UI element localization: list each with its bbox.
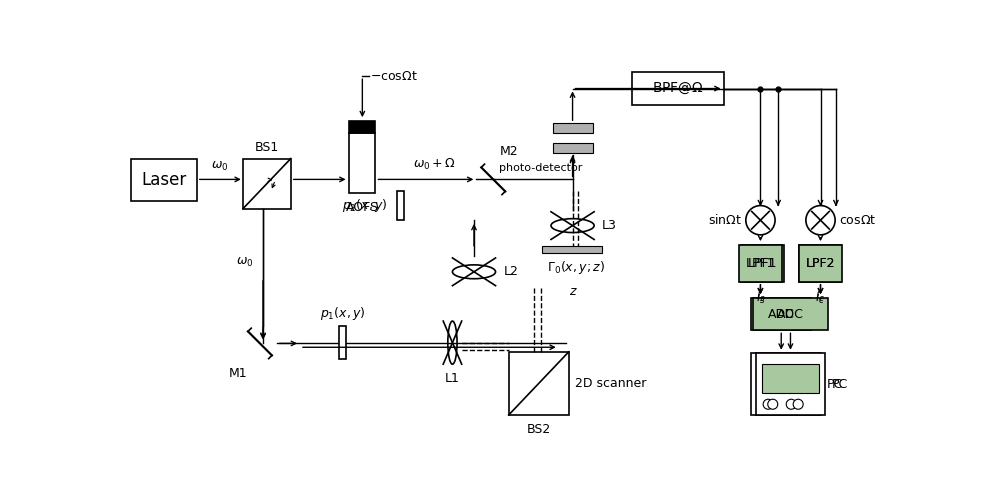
Text: $\omega_0$: $\omega_0$ (211, 160, 229, 173)
Text: LPF2: LPF2 (805, 257, 835, 270)
Text: cos$\Omega$t: cos$\Omega$t (839, 214, 876, 227)
Bar (349, 133, 375, 193)
Text: ADC: ADC (768, 308, 795, 321)
Text: $i_c$: $i_c$ (815, 289, 826, 306)
Bar (397, 191, 404, 220)
Bar (751, 298, 811, 330)
Text: sin$\Omega$t: sin$\Omega$t (708, 213, 742, 227)
Text: $-$cos$\Omega$t: $-$cos$\Omega$t (370, 70, 418, 82)
Bar (799, 245, 841, 282)
Text: L3: L3 (602, 219, 617, 232)
Bar (799, 245, 842, 282)
Text: 2D scanner: 2D scanner (575, 377, 646, 390)
Text: L2: L2 (503, 265, 518, 278)
Text: LPF1: LPF1 (746, 257, 775, 270)
Bar (632, 72, 724, 105)
Text: photo-detector: photo-detector (499, 163, 583, 173)
Text: PC: PC (827, 378, 843, 391)
Text: M1: M1 (229, 367, 248, 379)
Text: $\Gamma_0(x,y;z)$: $\Gamma_0(x,y;z)$ (547, 259, 605, 277)
Bar (542, 246, 602, 253)
Text: L1: L1 (445, 372, 460, 385)
Bar (741, 245, 784, 282)
Text: BPF@$\Omega$: BPF@$\Omega$ (652, 81, 704, 96)
Bar (553, 123, 593, 133)
Text: AOFS: AOFS (346, 201, 379, 214)
Bar (762, 364, 819, 393)
Text: $p_1(x,y)$: $p_1(x,y)$ (320, 305, 366, 322)
Bar (751, 353, 820, 415)
Text: z: z (569, 286, 576, 298)
Text: Laser: Laser (141, 171, 187, 189)
Bar (509, 352, 569, 415)
Text: $i_s$: $i_s$ (756, 289, 765, 306)
Circle shape (763, 399, 773, 409)
Bar (243, 159, 291, 208)
Text: $\omega_0$: $\omega_0$ (236, 256, 254, 269)
Bar (339, 327, 346, 359)
Text: BS2: BS2 (527, 423, 551, 436)
Text: $i_c$: $i_c$ (815, 288, 826, 304)
Circle shape (786, 399, 796, 409)
Text: $p_2(x,y)$: $p_2(x,y)$ (342, 197, 388, 214)
Bar (349, 121, 375, 133)
Text: BS1: BS1 (255, 141, 279, 154)
Bar (553, 143, 593, 153)
Bar (739, 245, 782, 282)
Text: $i_s$: $i_s$ (756, 288, 765, 304)
Text: M2: M2 (499, 145, 518, 158)
Bar (757, 364, 814, 393)
Text: PC: PC (831, 378, 848, 391)
Circle shape (806, 206, 835, 235)
Text: LPF2: LPF2 (806, 257, 835, 270)
Text: LPF1: LPF1 (748, 257, 777, 270)
Circle shape (746, 206, 775, 235)
Text: ADC: ADC (777, 308, 804, 321)
Circle shape (768, 399, 778, 409)
Bar (756, 353, 825, 415)
Bar (131, 159, 197, 201)
Circle shape (793, 399, 803, 409)
Bar (753, 298, 828, 330)
Text: $\omega_0 + \Omega$: $\omega_0 + \Omega$ (413, 157, 456, 172)
